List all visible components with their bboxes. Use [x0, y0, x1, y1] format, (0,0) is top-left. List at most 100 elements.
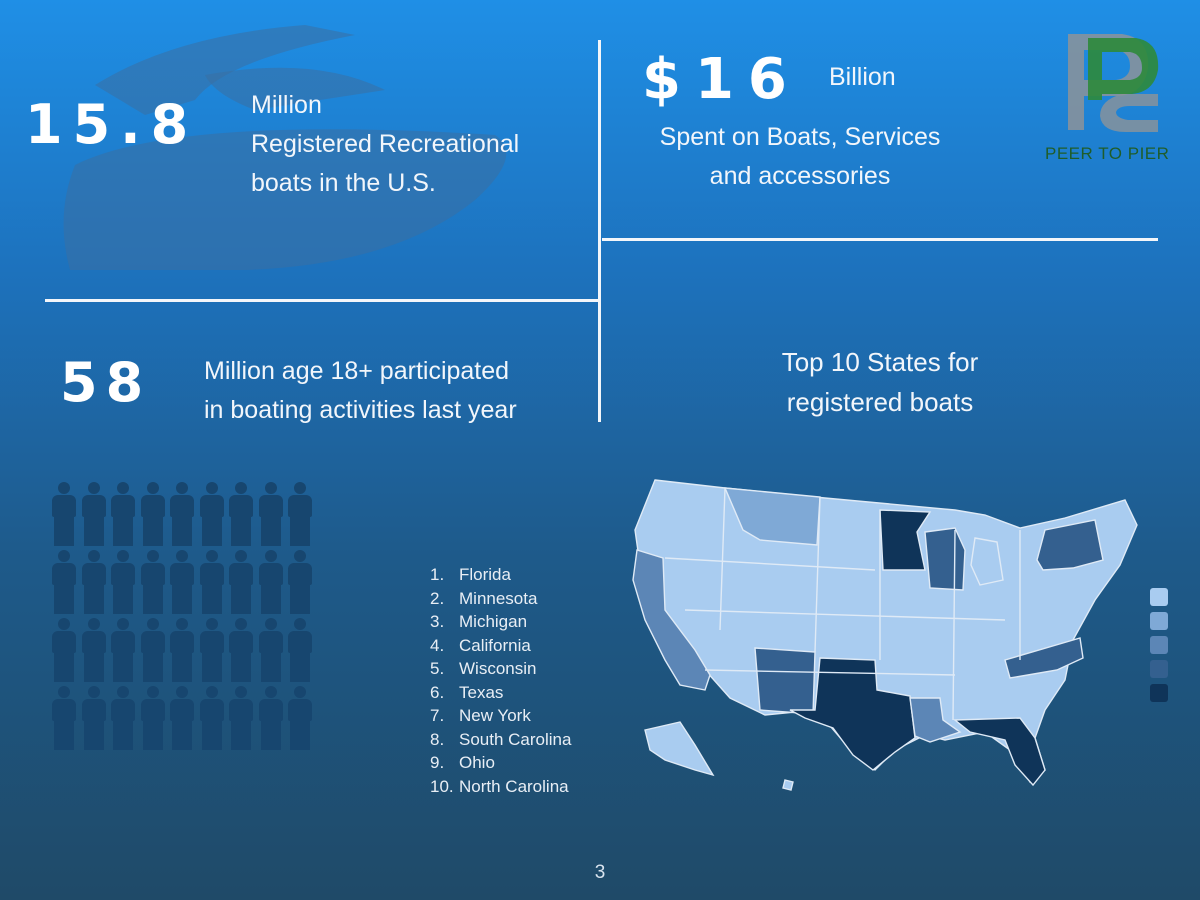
person-icon [286, 482, 314, 546]
map-title: Top 10 States for registered boats [740, 342, 1020, 422]
legend-swatch [1150, 588, 1168, 606]
state-name: Texas [459, 682, 504, 702]
person-icon [50, 686, 78, 750]
person-icon [168, 482, 196, 546]
state-montana [723, 487, 821, 546]
state-new-mexico [754, 647, 816, 715]
person-icon [198, 618, 226, 682]
state-name: New York [459, 706, 531, 725]
person-icon [227, 686, 255, 750]
left-horizontal-divider [45, 299, 600, 302]
list-item: 4. California [430, 634, 571, 658]
state-rank: 7. [430, 706, 445, 725]
legend-swatch [1150, 684, 1168, 702]
state-hawaii [782, 779, 794, 791]
right-horizontal-divider [602, 238, 1158, 241]
state-rank: 1. [430, 565, 445, 584]
state-rank: 5. [430, 659, 445, 678]
us-map [632, 479, 1138, 791]
registered-boats-line3: boats in the U.S. [251, 169, 436, 197]
person-icon [257, 686, 285, 750]
person-icon [257, 550, 285, 614]
state-texas [789, 657, 916, 771]
state-name: Florida [459, 565, 511, 584]
state-name: Minnesota [459, 588, 538, 608]
person-icon [286, 550, 314, 614]
registered-boats-caption: Million Registered Recreational boats in… [251, 86, 519, 203]
registered-boats-line1: Million [251, 91, 322, 119]
person-icon [168, 686, 196, 750]
person-icon [50, 550, 78, 614]
state-rank: 2. [430, 588, 445, 608]
spending-number: $16 [642, 47, 801, 112]
person-icon [80, 482, 108, 546]
person-icon [227, 482, 255, 546]
state-rank: 10. [430, 776, 454, 796]
legend-swatch [1150, 612, 1168, 630]
state-name: North Carolina [459, 776, 569, 796]
map-title-line1: Top 10 States for [781, 347, 979, 377]
state-new-york [1036, 519, 1104, 571]
legend-swatch [1150, 636, 1168, 654]
person-icon [168, 618, 196, 682]
person-icon [80, 618, 108, 682]
spending-unit: Billion [829, 63, 896, 91]
person-icon [50, 618, 78, 682]
person-icon [257, 482, 285, 546]
person-icon [139, 686, 167, 750]
registered-boats-line2: Registered Recreational [251, 130, 520, 158]
registered-boats-number: 15.8 [25, 93, 199, 156]
person-icon [109, 550, 137, 614]
peer-to-pier-logo: PEER TO PIER [1040, 28, 1185, 168]
list-item: 10. North Carolina [430, 775, 571, 799]
state-wisconsin [924, 527, 966, 591]
person-icon [109, 482, 137, 546]
logo-text: PEER TO PIER [1045, 144, 1170, 163]
spending-line2: and accessories [709, 162, 891, 190]
person-icon [286, 686, 314, 750]
person-icon [80, 686, 108, 750]
page-number: 3 [594, 862, 606, 883]
state-name: California [459, 635, 531, 655]
person-icon [198, 550, 226, 614]
vertical-divider [598, 40, 601, 422]
participants-caption: Million age 18+ participated in boating … [204, 352, 517, 430]
state-rank: 4. [430, 635, 445, 655]
state-michigan [970, 537, 1004, 586]
person-icon [139, 482, 167, 546]
list-item: 7. New York [430, 704, 571, 728]
people-grid [50, 482, 320, 752]
spending-line1: Spent on Boats, Services [659, 123, 941, 151]
state-name: South Carolina [459, 729, 572, 749]
boat-watermark-icon [63, 25, 507, 270]
state-rank: 3. [430, 612, 445, 631]
person-icon [139, 618, 167, 682]
map-title-line2: registered boats [786, 387, 974, 417]
state-name: Michigan [459, 612, 528, 631]
person-icon [227, 550, 255, 614]
participants-line1: Million age 18+ participated [204, 357, 510, 385]
person-icon [198, 482, 226, 546]
list-item: 3. Michigan [430, 610, 571, 634]
state-name: Wisconsin [459, 659, 537, 678]
state-name: Ohio [459, 753, 495, 772]
person-icon [198, 686, 226, 750]
legend-swatch [1150, 660, 1168, 678]
list-item: 6. Texas [430, 681, 571, 705]
state-california [632, 549, 711, 691]
list-item: 5. Wisconsin [430, 657, 571, 681]
participants-number: 58 [60, 351, 152, 414]
list-item: 2. Minnesota [430, 587, 571, 611]
state-north-carolina [1004, 637, 1084, 679]
person-icon [109, 686, 137, 750]
top-states-list: 1. Florida 2. Minnesota 3. Michigan 4. Californ… [430, 563, 571, 798]
person-icon [109, 618, 137, 682]
state-florida [953, 717, 1046, 787]
person-icon [257, 618, 285, 682]
person-icon [50, 482, 78, 546]
list-item: 1. Florida [430, 563, 571, 587]
logo-mark-icon [1068, 34, 1159, 132]
list-item: 9. Ohio [430, 751, 571, 775]
state-minnesota [879, 509, 932, 571]
person-icon [286, 618, 314, 682]
